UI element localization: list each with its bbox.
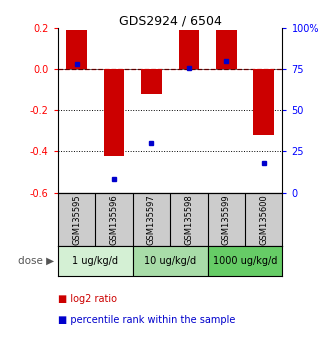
Text: dose ▶: dose ▶ (18, 256, 55, 266)
Bar (208, 246, 282, 276)
Text: 1 ug/kg/d: 1 ug/kg/d (72, 256, 118, 266)
Bar (104, 69, 124, 155)
Bar (178, 30, 199, 69)
Text: ■ percentile rank within the sample: ■ percentile rank within the sample (58, 315, 235, 325)
Text: GSM135597: GSM135597 (147, 194, 156, 245)
Bar (133, 246, 208, 276)
Bar (66, 30, 87, 69)
Text: GSM135600: GSM135600 (259, 194, 268, 245)
Text: ■ log2 ratio: ■ log2 ratio (58, 294, 117, 304)
Text: GSM135599: GSM135599 (222, 194, 231, 245)
Text: 1000 ug/kg/d: 1000 ug/kg/d (213, 256, 277, 266)
Bar (58, 246, 133, 276)
Bar (141, 69, 162, 94)
Text: GSM135596: GSM135596 (109, 194, 118, 245)
Text: 10 ug/kg/d: 10 ug/kg/d (144, 256, 196, 266)
Bar (216, 30, 237, 69)
Text: GSM135595: GSM135595 (72, 194, 81, 245)
Title: GDS2924 / 6504: GDS2924 / 6504 (119, 14, 221, 27)
Bar (254, 69, 274, 135)
Text: GSM135598: GSM135598 (184, 194, 193, 245)
